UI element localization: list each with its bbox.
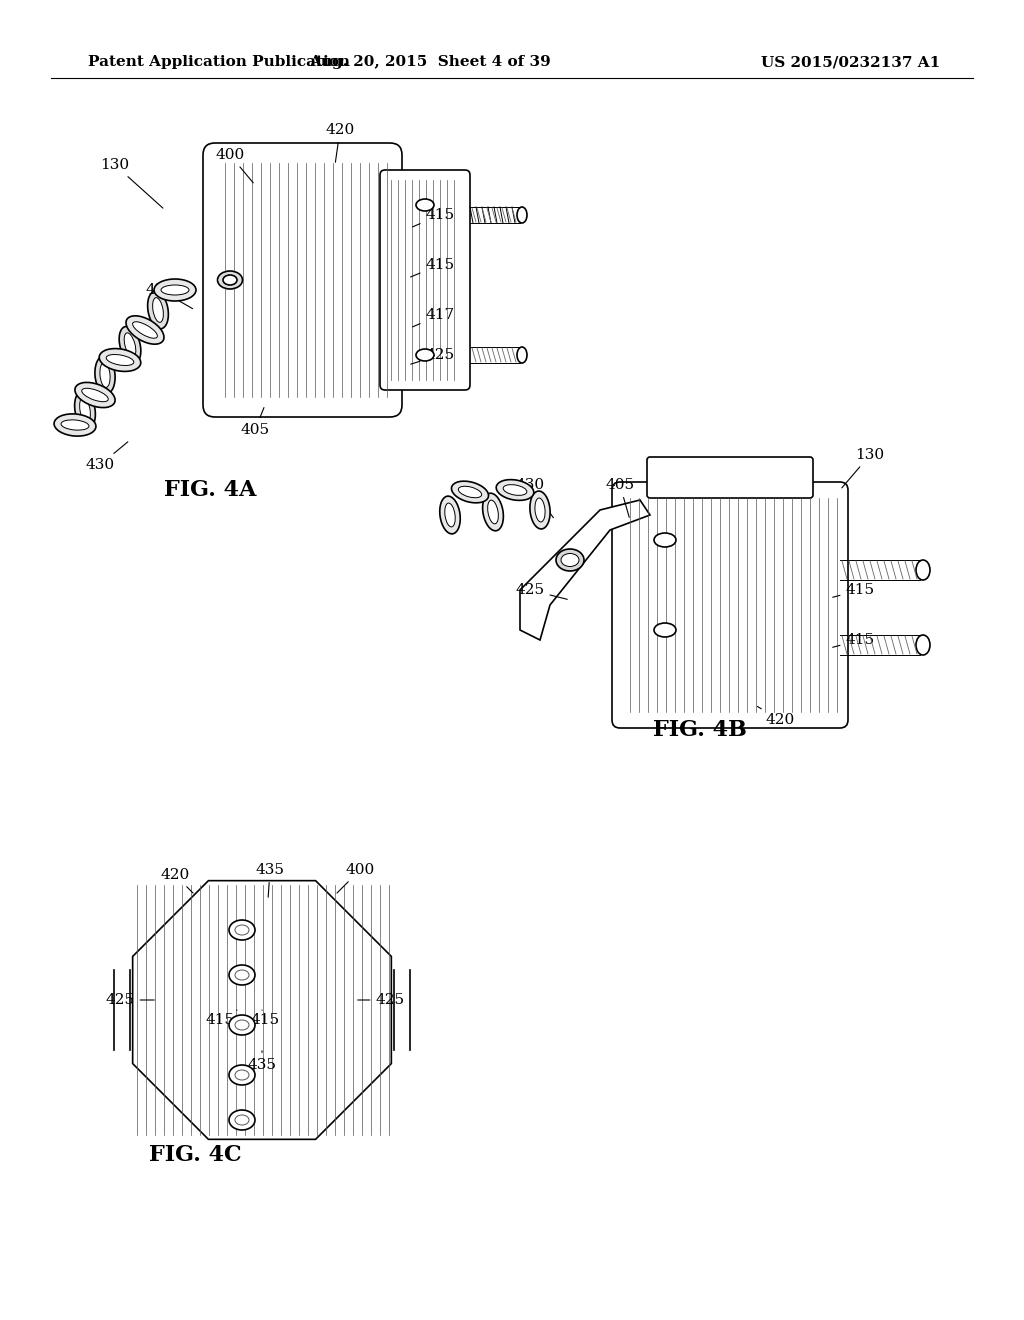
Text: 130: 130 <box>842 447 885 488</box>
Ellipse shape <box>234 925 249 935</box>
Ellipse shape <box>482 494 504 531</box>
FancyBboxPatch shape <box>380 170 470 389</box>
Ellipse shape <box>54 414 96 436</box>
Ellipse shape <box>147 292 168 329</box>
Ellipse shape <box>561 553 579 566</box>
Text: FIG. 4C: FIG. 4C <box>148 1144 242 1166</box>
Ellipse shape <box>444 503 456 527</box>
Ellipse shape <box>100 363 111 388</box>
Ellipse shape <box>497 479 534 500</box>
Ellipse shape <box>529 491 550 529</box>
Text: 430: 430 <box>515 478 553 517</box>
Ellipse shape <box>452 482 488 503</box>
Text: 425: 425 <box>515 583 567 599</box>
Ellipse shape <box>133 322 158 338</box>
Ellipse shape <box>229 920 255 940</box>
Text: 425: 425 <box>411 348 455 364</box>
Ellipse shape <box>223 275 237 285</box>
Ellipse shape <box>95 356 115 393</box>
Text: FIG. 4A: FIG. 4A <box>164 479 256 502</box>
Text: Patent Application Publication: Patent Application Publication <box>88 55 350 69</box>
Ellipse shape <box>654 623 676 638</box>
FancyBboxPatch shape <box>203 143 402 417</box>
Text: 405: 405 <box>241 408 269 437</box>
Ellipse shape <box>106 355 134 366</box>
Text: 420: 420 <box>758 706 795 727</box>
Ellipse shape <box>229 1065 255 1085</box>
Ellipse shape <box>99 348 140 371</box>
Polygon shape <box>133 880 391 1139</box>
Ellipse shape <box>61 420 89 430</box>
Ellipse shape <box>439 496 460 533</box>
Text: 415: 415 <box>251 1010 280 1027</box>
Ellipse shape <box>161 285 189 294</box>
Ellipse shape <box>75 383 115 408</box>
Text: 405: 405 <box>605 478 635 517</box>
Ellipse shape <box>234 1071 249 1080</box>
Ellipse shape <box>234 1115 249 1125</box>
Ellipse shape <box>126 315 164 345</box>
Ellipse shape <box>124 333 136 358</box>
Ellipse shape <box>234 1020 249 1030</box>
Text: FIG. 4B: FIG. 4B <box>653 719 746 741</box>
Text: 130: 130 <box>100 158 163 209</box>
Text: 415: 415 <box>833 583 874 597</box>
Text: 435: 435 <box>256 863 285 898</box>
Ellipse shape <box>153 297 164 322</box>
Ellipse shape <box>916 635 930 655</box>
Ellipse shape <box>119 326 141 363</box>
Ellipse shape <box>517 207 527 223</box>
Ellipse shape <box>154 279 196 301</box>
Ellipse shape <box>535 498 545 521</box>
Ellipse shape <box>80 397 90 422</box>
Ellipse shape <box>916 560 930 579</box>
Ellipse shape <box>234 970 249 979</box>
Ellipse shape <box>556 549 584 572</box>
Ellipse shape <box>654 533 676 546</box>
Ellipse shape <box>75 391 95 429</box>
Ellipse shape <box>217 271 243 289</box>
Text: US 2015/0232137 A1: US 2015/0232137 A1 <box>761 55 940 69</box>
Text: 400: 400 <box>337 863 375 894</box>
Text: 420: 420 <box>161 869 194 894</box>
Ellipse shape <box>459 486 481 498</box>
Text: 417: 417 <box>413 308 455 327</box>
Text: 415: 415 <box>206 1010 237 1027</box>
Text: 415: 415 <box>413 209 455 227</box>
Ellipse shape <box>229 1110 255 1130</box>
Text: 435: 435 <box>248 1051 276 1072</box>
Ellipse shape <box>229 1015 255 1035</box>
Text: 430: 430 <box>85 442 128 473</box>
FancyBboxPatch shape <box>612 482 848 729</box>
Text: 415: 415 <box>833 634 874 647</box>
Ellipse shape <box>517 347 527 363</box>
Text: 425: 425 <box>105 993 155 1007</box>
Ellipse shape <box>229 965 255 985</box>
Ellipse shape <box>487 500 499 524</box>
Text: 400: 400 <box>215 148 253 183</box>
Text: 415: 415 <box>411 257 455 277</box>
Text: 420: 420 <box>326 123 354 162</box>
Text: Aug. 20, 2015  Sheet 4 of 39: Aug. 20, 2015 Sheet 4 of 39 <box>309 55 551 69</box>
Polygon shape <box>520 500 650 640</box>
Text: 425: 425 <box>357 993 404 1007</box>
Ellipse shape <box>82 388 109 401</box>
Ellipse shape <box>503 484 527 495</box>
Ellipse shape <box>416 348 434 360</box>
Text: 425: 425 <box>145 282 193 309</box>
Ellipse shape <box>416 199 434 211</box>
FancyBboxPatch shape <box>647 457 813 498</box>
